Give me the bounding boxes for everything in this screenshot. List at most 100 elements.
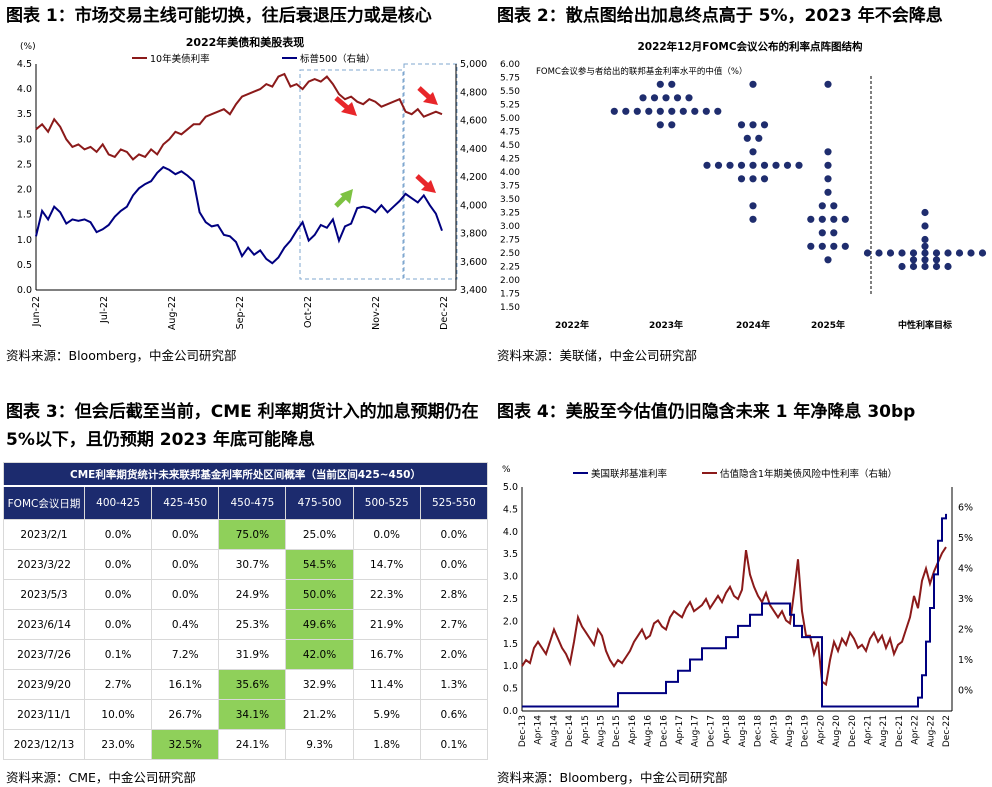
chart4-x-tick-label: Dec-20 <box>848 715 858 747</box>
dot-plot-category-label: 2024年 <box>736 319 770 331</box>
table-row: 2023/7/26 0.1% 7.2% 31.9% 42.0% 16.7% 2.0% <box>3 639 489 670</box>
dot-plot-y-tick-label: 1.50 <box>500 303 520 313</box>
chart4-left-tick-label: 3.5 <box>503 549 518 560</box>
fomc-dot <box>824 80 832 88</box>
chart4-right-tick-label: 5% <box>958 533 973 544</box>
dot-plot-y-tick-label: 4.25 <box>500 155 520 165</box>
fomc-dot <box>830 242 838 250</box>
probability-cell: 0.6% <box>419 699 489 730</box>
chart4-x-tick-label: Dec-17 <box>706 715 716 747</box>
probability-cell: 34.1% <box>218 699 287 730</box>
chart1-right-tick-label: 3,600 <box>460 257 487 268</box>
fomc-dot <box>898 262 906 271</box>
chart1-title: 2022年美债和美股表现 <box>186 35 305 49</box>
dot-plot-category-label: 2025年 <box>811 319 845 331</box>
fomc-dot <box>760 121 769 129</box>
fomc-dot <box>909 256 918 264</box>
probability-cell: 21.9% <box>352 609 421 640</box>
fomc-dot <box>662 94 670 102</box>
chart2-subtitle: FOMC会议参与者给出的联邦基金利率水平的中值（%） <box>536 66 747 77</box>
chart4-x-tick-label: Dec-13 <box>518 715 528 747</box>
figure-3-source: 资料来源：CME，中金公司研究部 <box>6 770 196 785</box>
dot-plot-y-tick-label: 6.00 <box>500 60 520 70</box>
table-row: 2023/9/20 2.7% 16.1% 35.6% 32.9% 11.4% 1.3% <box>3 669 489 700</box>
probability-cell: 32.5% <box>151 729 220 760</box>
fomc-dot <box>668 121 676 129</box>
fomc-dot <box>714 161 723 169</box>
fed-rate-vs-implied-rate-chart: % 美国联邦基准利率 估值隐含1年期美债风险中性利率（右轴） 0.0 0.5 1.0… <box>502 465 973 748</box>
probability-cell: 2.7% <box>83 669 153 700</box>
probability-cell: 0.1% <box>419 729 489 760</box>
chart4-left-tick-label: 0.0 <box>503 706 518 717</box>
dot-plot-y-tick-label: 2.75 <box>500 236 520 246</box>
chart4-x-tick-label: Aug-17 <box>691 715 701 747</box>
chart1-legend: 10年美债利率 标普500（右轴） <box>132 53 375 65</box>
fomc-dot <box>760 175 769 183</box>
chart1-x-tick-label: Aug-22 <box>167 296 178 330</box>
table-row: 2023/6/14 0.0% 0.4% 25.3% 49.6% 21.9% 2.7% <box>3 609 489 640</box>
fomc-dot <box>944 249 952 257</box>
meeting-date-cell: 2023/6/14 <box>3 609 85 640</box>
chart4-left-tick-label: 0.5 <box>503 684 518 695</box>
probability-cell: 16.7% <box>352 639 421 670</box>
chart4-right-tick-label: 6% <box>958 502 973 513</box>
fomc-dot <box>818 229 826 237</box>
probability-cell: 1.3% <box>419 669 489 700</box>
chart4-x-tick-label: Apr-18 <box>722 715 732 745</box>
fomc-dot <box>749 175 757 183</box>
implied-rate-line <box>521 546 947 687</box>
col-header-525-550: 525-550 <box>419 485 489 520</box>
fomc-dot <box>633 107 641 115</box>
chart1-right-tick-label: 3,800 <box>460 229 487 240</box>
chart1-left-tick-label: 0.5 <box>17 260 32 271</box>
meeting-date-cell: 2023/2/1 <box>3 519 85 550</box>
dot-plot-y-tick-label: 5.50 <box>500 87 520 97</box>
fomc-dot <box>932 256 941 264</box>
fomc-dot <box>818 242 826 250</box>
fomc-dot <box>921 222 929 230</box>
chart4-x-tick-label: Apr-22 <box>911 715 921 745</box>
table-row: 2023/11/1 10.0% 26.7% 34.1% 21.2% 5.9% 0.6% <box>3 699 489 730</box>
fomc-dot <box>772 161 780 169</box>
chart4-x-tick-label: Aug-21 <box>879 715 889 747</box>
fomc-dot <box>685 94 693 102</box>
chart4-x-tick-label: Dec-15 <box>612 715 622 747</box>
fomc-dot <box>841 215 849 223</box>
probability-cell: 0.0% <box>151 579 220 610</box>
probability-cell: 5.9% <box>352 699 421 730</box>
col-header-475-500: 475-500 <box>285 485 354 520</box>
fomc-dot <box>749 80 757 88</box>
fomc-dot <box>737 121 746 129</box>
chart4-legend: 美国联邦基准利率 估值隐含1年期美债风险中性利率（右轴） <box>573 468 897 480</box>
chart1-left-unit: (%) <box>20 42 36 52</box>
chart1-left-tick-label: 0.0 <box>17 285 32 296</box>
chart1-left-tick-label: 4.0 <box>17 84 32 95</box>
fomc-dot <box>967 249 975 257</box>
fomc-dot <box>737 175 746 183</box>
chart1-left-tick-label: 2.0 <box>17 185 32 196</box>
chart4-x-tick-label: Aug-19 <box>785 715 795 748</box>
chart1-x-tick-label: Oct-22 <box>303 296 314 328</box>
meeting-date-cell: 2023/12/13 <box>3 729 85 760</box>
fomc-dot <box>760 161 769 169</box>
probability-cell: 0.1% <box>83 639 153 670</box>
probability-cell: 0.4% <box>151 609 220 640</box>
fomc-dot <box>909 262 918 271</box>
chart4-left-tick-label: 1.0 <box>503 661 518 672</box>
table-row: 2023/3/22 0.0% 0.0% 30.7% 54.5% 14.7% 0.0% <box>3 549 489 580</box>
fed-funds-rate-line <box>522 513 947 708</box>
fomc-dot <box>830 215 838 223</box>
fomc-dot <box>932 249 941 257</box>
figure-4-title: 图表 4：美股至今估值仍旧隐含未来 1 年净降息 30bp <box>497 402 916 422</box>
legend-label-sp500: 标普500（右轴） <box>300 53 375 65</box>
chart4-x-tick-label: Apr-14 <box>534 715 544 745</box>
fomc-dot <box>978 249 987 257</box>
fomc-dot <box>921 262 929 271</box>
fomc-dot <box>650 94 659 102</box>
fomc-dot <box>639 94 647 102</box>
chart4-x-tick-label: Apr-19 <box>769 715 779 745</box>
chart4-x-tick-label: Apr-16 <box>628 715 638 745</box>
fomc-dot <box>830 229 838 237</box>
chart1-left-tick-label: 4.5 <box>17 59 32 70</box>
chart1-right-tick-label: 3,400 <box>460 285 487 296</box>
